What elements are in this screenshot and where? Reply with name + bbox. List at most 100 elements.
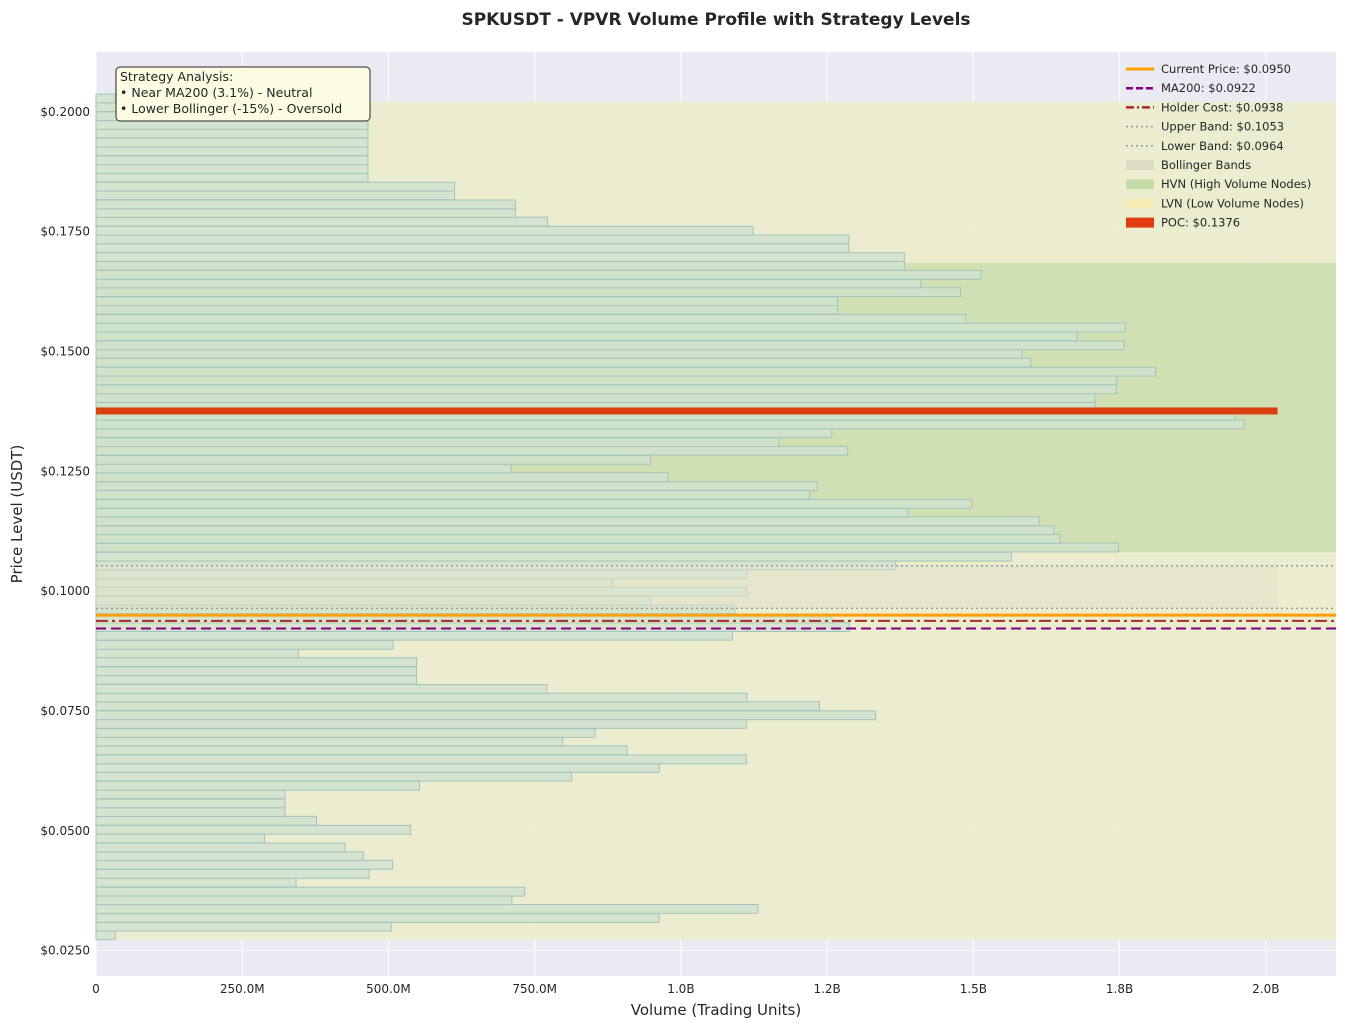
volume-bar: [95, 842, 346, 853]
price-cluster-tint: [96, 614, 832, 628]
volume-bar: [95, 824, 412, 835]
volume-bar: [95, 657, 418, 667]
volume-bar: [95, 93, 116, 104]
volume-bar: [95, 763, 660, 773]
x-axis-label: Volume (Trading Units): [631, 1001, 801, 1019]
volume-bar: [95, 499, 973, 509]
bollinger-zone: [96, 565, 1278, 609]
y-tick-label: $0.2000: [40, 105, 90, 119]
annotation-line: Strategy Analysis:: [120, 69, 233, 84]
volume-bar: [95, 472, 669, 483]
volume-bar: [95, 146, 369, 157]
x-tick-label: 250.0M: [220, 982, 265, 996]
volume-bar: [95, 216, 549, 227]
volume-bar: [95, 754, 747, 765]
volume-bar: [95, 340, 1125, 351]
x-tick-label: 1.0B: [667, 982, 694, 996]
volume-bar: [95, 859, 394, 870]
volume-bar: [95, 630, 733, 641]
volume-bar: [95, 736, 564, 747]
volume-bar: [95, 375, 1118, 386]
legend-label: Upper Band: $0.1053: [1161, 120, 1284, 134]
volume-bar: [95, 428, 833, 438]
volume-bar: [95, 119, 369, 130]
volume-bar: [95, 481, 818, 492]
legend: Current Price: $0.0950 MA200: $0.0922 Hold…: [1126, 62, 1311, 230]
volume-bar: [95, 516, 1040, 527]
legend-swatch-patch: [1126, 217, 1154, 228]
volume-bar: [95, 304, 839, 315]
volume-bar: [95, 869, 370, 879]
volume-bar: [95, 287, 961, 298]
volume-bar: [95, 137, 369, 148]
volume-bar: [95, 393, 1096, 403]
volume-bar: [95, 684, 548, 694]
y-tick-label: $0.0250: [40, 944, 90, 958]
volume-bar: [95, 771, 573, 782]
volume-bar: [95, 384, 1118, 395]
volume-bar: [95, 296, 839, 307]
volume-bar: [95, 208, 516, 218]
legend-label: Current Price: $0.0950: [1161, 62, 1291, 76]
volume-bar: [95, 807, 286, 818]
volume-bar: [95, 366, 1157, 377]
legend-label: HVN (High Volume Nodes): [1161, 177, 1311, 191]
x-tick-label: 2.0B: [1252, 982, 1279, 996]
volume-bar: [95, 190, 456, 201]
y-tick-label: $0.1000: [40, 584, 90, 598]
volume-bar: [95, 789, 286, 800]
volume-bar: [95, 780, 420, 791]
y-tick-label: $0.1750: [40, 225, 90, 239]
volume-bar: [95, 701, 821, 712]
volume-bar: [95, 674, 418, 685]
volume-bar: [95, 437, 780, 448]
volume-bar: [95, 745, 628, 756]
poc-bar: [96, 407, 1278, 415]
volume-bar: [95, 913, 660, 923]
volume-bar: [95, 921, 392, 932]
plot-area: [95, 52, 1336, 976]
legend-label: POC: $0.1376: [1161, 216, 1240, 230]
x-tick-label: 1.8B: [1106, 982, 1133, 996]
volume-bar: [95, 260, 905, 271]
volume-bar: [95, 551, 1012, 562]
y-tick-label: $0.1500: [40, 345, 90, 359]
volume-bar: [95, 489, 811, 500]
volume-bar: [95, 252, 905, 263]
legend-label: MA200: $0.0922: [1161, 81, 1256, 95]
volume-bar: [95, 648, 299, 659]
x-tick-label: 1.5B: [960, 982, 987, 996]
volume-bar: [95, 666, 418, 677]
volume-bar: [95, 833, 265, 844]
volume-bar: [95, 128, 369, 139]
volume-bar: [95, 507, 909, 518]
legend-swatch-patch: [1126, 179, 1154, 190]
volume-bar: [95, 798, 286, 809]
legend-label: Holder Cost: $0.0938: [1161, 100, 1283, 114]
legend-label: Bollinger Bands: [1161, 158, 1251, 172]
volume-bar: [95, 710, 877, 721]
volume-bar: [95, 903, 759, 914]
annotation-box: [115, 66, 371, 122]
volume-bar: [95, 877, 297, 888]
volume-bar: [95, 419, 1245, 430]
volume-bar: [95, 463, 512, 474]
volume-bar: [95, 357, 1032, 368]
volume-bar: [95, 851, 364, 862]
volume-bar: [95, 269, 982, 280]
volume-bar: [95, 719, 747, 729]
volume-bar: [95, 314, 967, 324]
volume-bar: [95, 445, 849, 456]
volume-bar: [95, 172, 369, 183]
y-tick-label: $0.0750: [40, 704, 90, 718]
volume-bar: [95, 728, 596, 738]
y-tick-label: $0.1250: [40, 464, 90, 478]
volume-bar: [95, 454, 651, 465]
volume-bar: [95, 331, 1078, 342]
volume-bar: [95, 525, 1055, 536]
volume-bar: [95, 164, 369, 174]
strategy-annotation: Strategy Analysis:• Near MA200 (3.1%) - …: [115, 66, 371, 122]
y-axis-label: Price Level (USDT): [8, 445, 26, 584]
